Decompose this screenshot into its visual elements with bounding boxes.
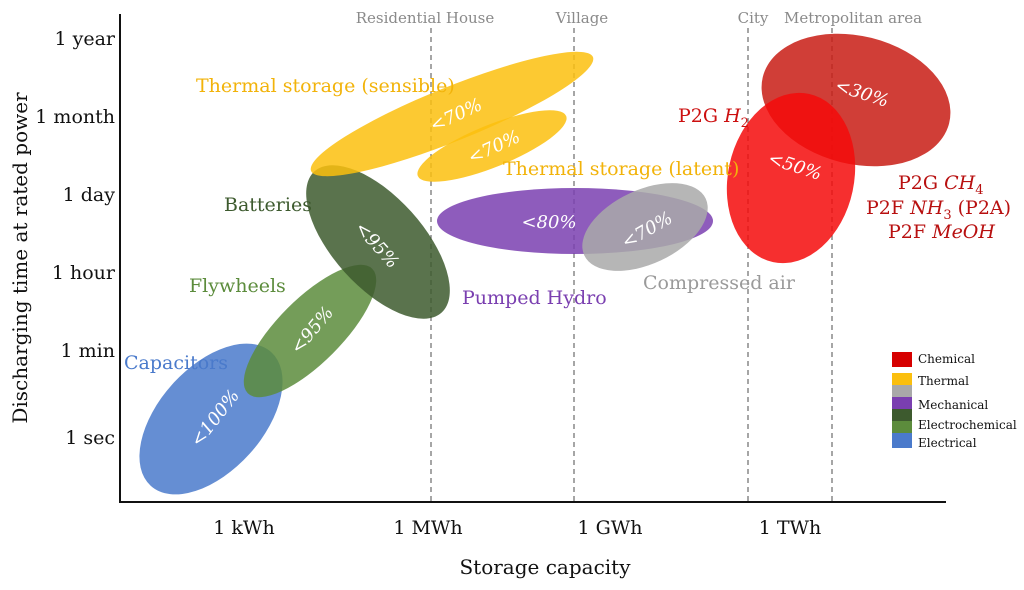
y-tick-1day: 1 day bbox=[63, 184, 116, 206]
y-tick-1year: 1 year bbox=[54, 28, 115, 50]
label-p2f-nh3: P2F NH3 (P2A) bbox=[866, 197, 1011, 223]
label-pumped-hydro: Pumped Hydro bbox=[462, 287, 607, 309]
efficiency-pumped-hydro: <80% bbox=[521, 212, 576, 233]
label-capacitors: Capacitors bbox=[124, 352, 228, 374]
legend-swatch-chemical bbox=[892, 352, 912, 367]
region-thermal-sensible bbox=[310, 51, 594, 177]
region-batteries bbox=[306, 165, 450, 319]
x-tick-1gwh: 1 GWh bbox=[577, 517, 642, 539]
ref-label-city: City bbox=[738, 9, 769, 27]
legend-label-electrical: Electrical bbox=[918, 436, 977, 450]
label-thermal-sensible: Thermal storage (sensible) bbox=[196, 75, 455, 97]
technology-labels: Capacitors Flywheels Batteries Thermal s… bbox=[124, 75, 1011, 374]
label-p2g-ch4: P2G CH4 bbox=[898, 172, 983, 198]
y-tick-1month: 1 month bbox=[35, 106, 115, 128]
x-tick-1twh: 1 TWh bbox=[759, 517, 822, 539]
legend-swatch-flywheel bbox=[892, 421, 912, 433]
axes bbox=[119, 14, 946, 503]
label-p2g-h2: P2G H2 bbox=[678, 105, 749, 131]
legend-label-electrochemical: Electrochemical bbox=[918, 418, 1017, 432]
y-axis-title: Discharging time at rated power bbox=[8, 92, 32, 424]
ref-label-village: Village bbox=[555, 9, 609, 27]
region-flywheels bbox=[243, 264, 377, 398]
y-tick-1min: 1 min bbox=[61, 340, 115, 362]
label-batteries: Batteries bbox=[224, 194, 312, 216]
label-thermal-latent: Thermal storage (latent) bbox=[503, 158, 739, 180]
reference-line-labels: Residential House Village City Metropoli… bbox=[356, 9, 922, 27]
legend-label-chemical: Chemical bbox=[918, 352, 975, 366]
region-compressed-air bbox=[582, 183, 708, 271]
legend-swatch-electrical bbox=[892, 433, 912, 448]
legend-swatch-electrochemical bbox=[892, 409, 912, 421]
legend-label-mechanical: Mechanical bbox=[918, 398, 988, 412]
x-tick-labels: 1 kWh 1 MWh 1 GWh 1 TWh bbox=[213, 517, 821, 539]
y-tick-labels: 1 sec 1 min 1 hour 1 day 1 month 1 year bbox=[35, 28, 116, 449]
region-p2g-h2 bbox=[726, 92, 856, 264]
ref-label-metropolitan-area: Metropolitan area bbox=[784, 9, 922, 27]
x-tick-1mwh: 1 MWh bbox=[393, 517, 462, 539]
legend-swatch-compressed bbox=[892, 385, 912, 397]
x-tick-1kwh: 1 kWh bbox=[213, 517, 274, 539]
legend-swatch-thermal bbox=[892, 373, 912, 385]
legend-swatch-mechanical bbox=[892, 397, 912, 409]
label-compressed-air: Compressed air bbox=[643, 272, 796, 294]
label-p2f-meoh: P2F MeOH bbox=[888, 221, 995, 243]
region-thermal-latent bbox=[417, 110, 567, 182]
technology-regions bbox=[139, 33, 951, 495]
legend-label-thermal: Thermal bbox=[918, 374, 969, 388]
legend: Chemical Thermal Mechanical Electrochemi… bbox=[892, 352, 1017, 450]
label-flywheels: Flywheels bbox=[189, 275, 286, 297]
x-axis-title: Storage capacity bbox=[459, 555, 631, 579]
ref-label-residential-house: Residential House bbox=[356, 9, 495, 27]
y-tick-1hour: 1 hour bbox=[52, 262, 116, 284]
y-tick-1sec: 1 sec bbox=[65, 427, 115, 449]
